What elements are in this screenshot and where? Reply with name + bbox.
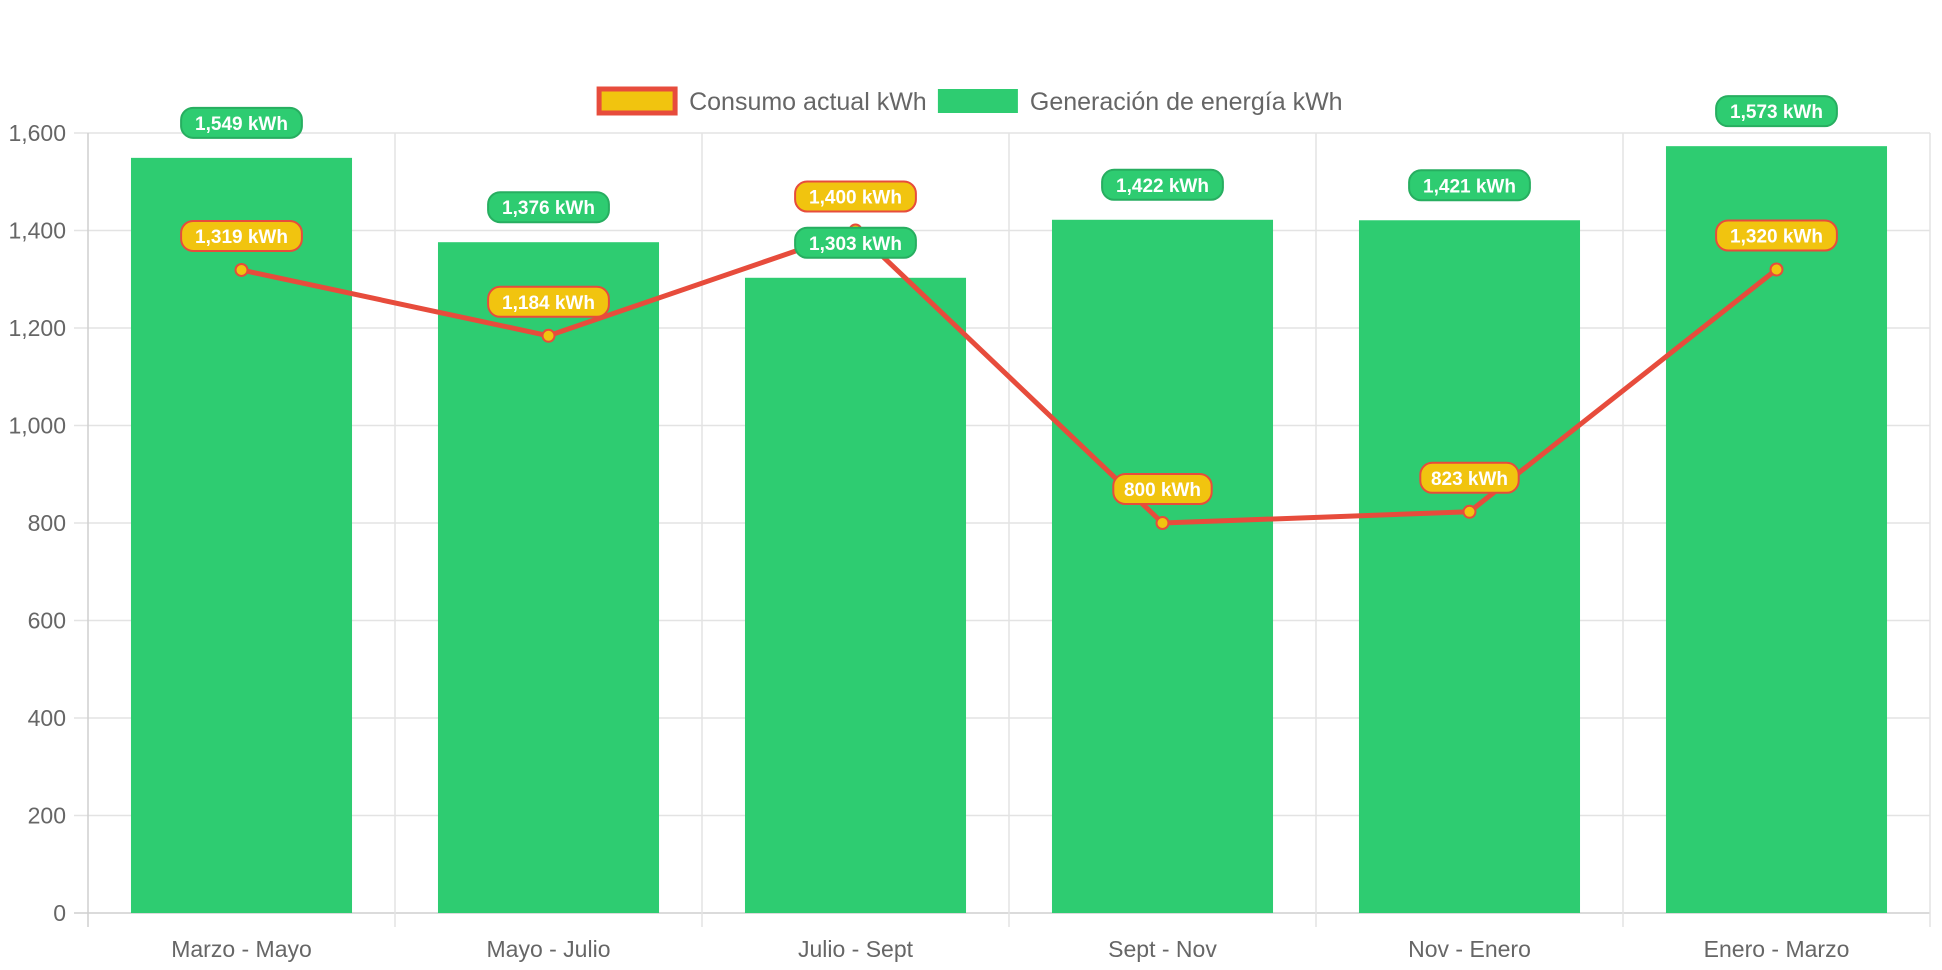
consumption-value-label-badge-bg: [1419, 461, 1520, 494]
consumption-value-label-badge: 800 kWh: [1112, 473, 1213, 505]
generation-value-label: 1,303 kWh: [809, 234, 902, 255]
y-axis: 0 200 400 600 800 1,000 1,200 1,400 1,600: [8, 120, 66, 926]
generation-value-label: 1,549 kWh: [195, 114, 288, 135]
y-tick-label: 400: [28, 705, 66, 731]
consumption-value-label: 1,400 kWh: [809, 188, 902, 209]
generation-value-label-badge-bg: [1101, 168, 1224, 201]
generation-value-label-badge-bg: [794, 226, 917, 259]
generation-value-label: 1,573 kWh: [1730, 102, 1823, 123]
consumption-value-label-badge-bg: [180, 219, 303, 252]
consumption-value-label-badge-bg: [1112, 473, 1213, 505]
generation-bar[interactable]: [1051, 219, 1274, 913]
legend-item[interactable]: Generación de energía kWh: [937, 88, 1343, 116]
consumption-value-label: 823 kWh: [1431, 469, 1508, 490]
legend-item[interactable]: Consumo actual kWh: [596, 86, 927, 116]
consumption-point[interactable]: [1462, 504, 1477, 519]
generation-value-label-badge: 1,422 kWh: [1101, 168, 1224, 201]
generation-value-label-badge-bg: [1408, 169, 1531, 202]
consumption-value-label-badge: 1,400 kWh: [794, 180, 917, 213]
bars: [130, 146, 1888, 914]
consumption-value-label-badge-bg: [1715, 219, 1838, 252]
x-tick-label: Marzo - Mayo: [171, 936, 312, 962]
consumption-value-label: 800 kWh: [1124, 480, 1201, 501]
consumption-value-label-badge-bg: [794, 180, 917, 213]
consumption-point[interactable]: [1155, 516, 1170, 530]
consumption-value-label-badge: 1,320 kWh: [1715, 219, 1838, 252]
consumption-value-label: 1,319 kWh: [195, 227, 288, 248]
legend-label: Consumo actual kWh: [689, 88, 927, 116]
generation-value-label-badge-bg: [1715, 95, 1838, 128]
generation-value-label-badge: 1,303 kWh: [794, 226, 917, 259]
y-tick-label: 1,200: [8, 315, 66, 341]
data-labels: 1,549 kWh 1,376 kWh 1,303 kWh 1,422 kWh 1,42…: [180, 95, 1838, 505]
generation-value-label-badge: 1,549 kWh: [180, 106, 303, 139]
consumption-line: [240, 228, 1779, 526]
generation-value-label-badge-bg: [180, 106, 303, 139]
generation-bar[interactable]: [1358, 220, 1581, 913]
consumption-point[interactable]: [234, 262, 249, 277]
generation-value-label-badge: 1,376 kWh: [487, 191, 610, 224]
y-tick-label: 0: [53, 900, 66, 926]
consumption-point[interactable]: [541, 328, 556, 343]
generation-bar[interactable]: [437, 242, 660, 913]
consumption-value-label-badge: 1,319 kWh: [180, 219, 303, 252]
grid: [74, 132, 1931, 927]
consumption-value-label: 1,320 kWh: [1730, 227, 1823, 248]
generation-bar[interactable]: [744, 277, 967, 914]
generation-bar[interactable]: [1665, 146, 1888, 914]
y-tick-label: 1,400: [8, 218, 66, 244]
legend-swatch-consumption: [596, 86, 678, 116]
generation-value-label-badge: 1,573 kWh: [1715, 95, 1838, 128]
y-tick-label: 600: [28, 608, 66, 634]
y-tick-label: 1,000: [8, 413, 66, 439]
consumption-point[interactable]: [1769, 262, 1784, 277]
y-tick-label: 200: [28, 803, 66, 829]
y-tick-label: 1,600: [8, 120, 66, 146]
generation-value-label: 1,421 kWh: [1423, 176, 1516, 197]
y-tick-label: 800: [28, 510, 66, 536]
x-tick-label: Enero - Marzo: [1704, 936, 1850, 962]
consumption-value-label-badge-bg: [487, 285, 610, 318]
generation-value-label-badge: 1,421 kWh: [1408, 169, 1531, 202]
x-tick-label: Mayo - Julio: [487, 936, 611, 962]
consumption-value-label: 1,184 kWh: [502, 293, 595, 314]
legend[interactable]: Consumo actual kWh Generación de energía …: [596, 86, 1343, 116]
generation-value-label-badge-bg: [487, 191, 610, 224]
generation-value-label: 1,422 kWh: [1116, 176, 1209, 197]
x-tick-label: Julio - Sept: [798, 936, 914, 962]
consumption-line-layer: [234, 223, 1784, 530]
consumption-value-label-badge: 823 kWh: [1419, 461, 1520, 494]
consumption-value-label-badge: 1,184 kWh: [487, 285, 610, 318]
x-axis: Marzo - Mayo Mayo - Julio Julio - Sept Sept…: [171, 936, 1849, 962]
legend-label: Generación de energía kWh: [1030, 88, 1343, 116]
x-tick-label: Nov - Enero: [1408, 936, 1531, 962]
generation-value-label: 1,376 kWh: [502, 198, 595, 219]
x-tick-label: Sept - Nov: [1108, 936, 1217, 962]
legend-swatch-generation: [937, 89, 1018, 113]
